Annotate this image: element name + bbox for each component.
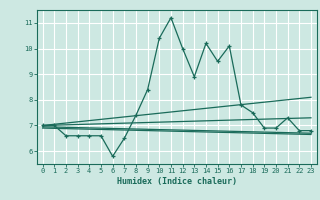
X-axis label: Humidex (Indice chaleur): Humidex (Indice chaleur) — [117, 177, 237, 186]
